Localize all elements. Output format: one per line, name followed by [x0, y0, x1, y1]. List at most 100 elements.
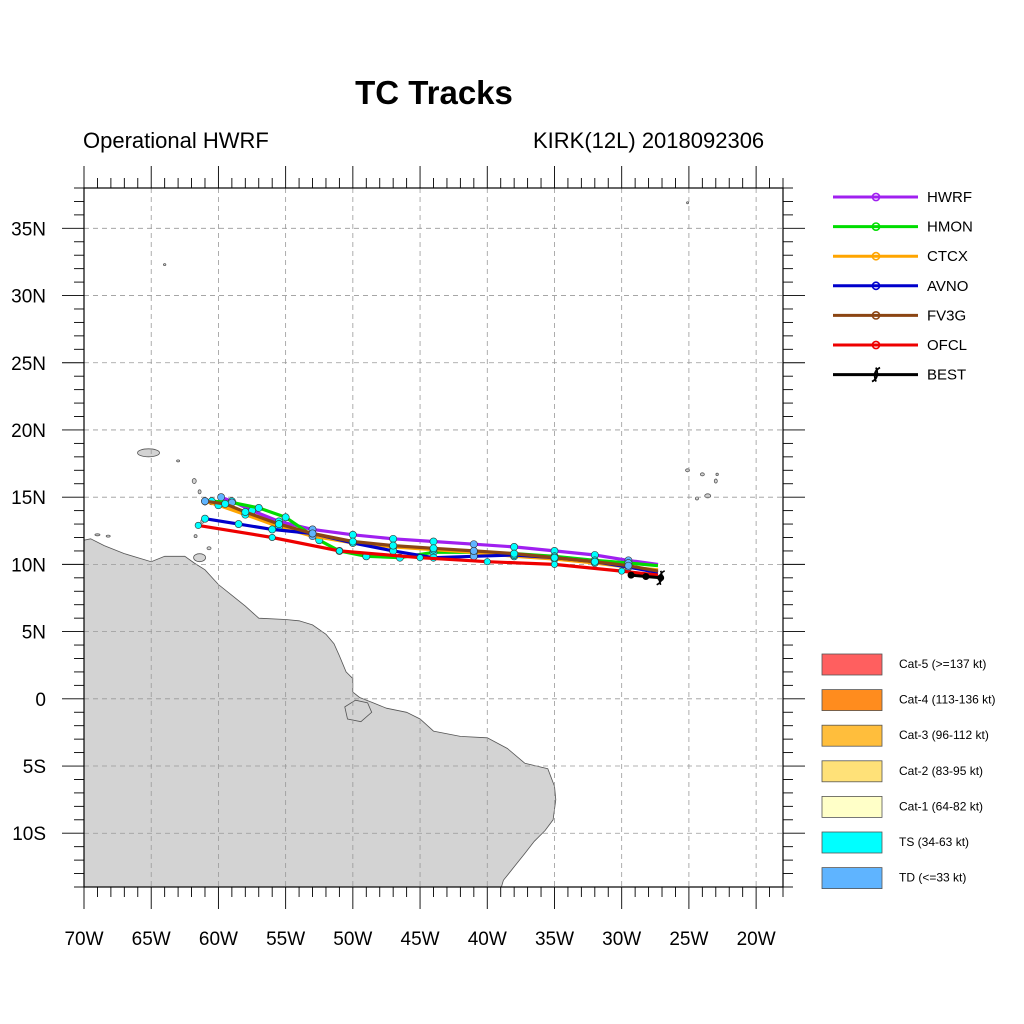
track-point — [483, 558, 491, 566]
y-tick-label: 25N — [11, 354, 46, 375]
category-item: Cat-3 (96-112 kt) — [821, 724, 989, 747]
x-tick-label: 20W — [737, 929, 776, 950]
legend-marker — [871, 251, 881, 261]
y-tick-label: 5N — [22, 623, 46, 644]
category-item: Cat-2 (83-95 kt) — [821, 760, 983, 783]
legend-label: CTCX — [927, 248, 968, 265]
track-point — [241, 508, 250, 516]
marajo-island — [344, 699, 373, 723]
category-item: Cat-4 (113-136 kt) — [821, 689, 996, 711]
track-point — [254, 504, 263, 512]
y-tick-label: 35N — [11, 219, 46, 240]
legend-item-hwrf: HWRF — [833, 189, 972, 206]
x-tick-label: 65W — [132, 929, 171, 950]
island-7 — [197, 489, 202, 495]
legend-item-hmon: HMON — [833, 219, 973, 236]
model-legend: HWRF HMON CTCX AVNO FV3G OFCL BEST — [833, 189, 973, 384]
y-tick-label: 30N — [11, 287, 46, 308]
category-label: TD (<=33 kt) — [899, 871, 966, 885]
category-label: Cat-2 (83-95 kt) — [899, 764, 983, 778]
track-line-hwrf — [220, 495, 659, 566]
legend-item-avno: AVNO — [833, 278, 968, 295]
legend-label: HMON — [927, 219, 973, 236]
category-item: Cat-1 (64-82 kt) — [821, 796, 983, 818]
y-tick-label: 5S — [23, 757, 46, 778]
track-point — [194, 521, 202, 529]
track-line-fv3g — [204, 499, 659, 573]
island-9 — [94, 533, 101, 537]
category-swatch — [821, 760, 883, 783]
island-3 — [193, 534, 198, 539]
track-point — [268, 533, 276, 541]
best-track-point — [627, 571, 635, 579]
x-tick-label: 45W — [401, 929, 440, 950]
y-tick-label: 10S — [12, 824, 46, 845]
category-swatch — [821, 724, 883, 747]
track-point — [389, 541, 398, 550]
y-tick-label: 10N — [11, 555, 46, 576]
track-point — [308, 529, 317, 538]
y-tick-label: 20N — [11, 421, 46, 442]
category-swatch — [821, 831, 883, 854]
x-tick-label: 60W — [199, 929, 238, 950]
track-point — [429, 537, 438, 546]
category-label: Cat-5 (>=137 kt) — [899, 657, 986, 671]
track-point — [335, 547, 343, 555]
track-point — [275, 520, 283, 528]
legend-label: FV3G — [927, 307, 966, 324]
category-swatch — [821, 689, 883, 711]
land-layer — [84, 201, 719, 887]
hurricane-symbol-icon — [656, 570, 666, 586]
track-point — [201, 497, 209, 506]
island-8 — [176, 459, 180, 463]
legend-label: HWRF — [927, 189, 972, 206]
legend-item-best: BEST — [833, 367, 966, 384]
y-tick-label: 0 — [35, 690, 46, 711]
track-point — [550, 553, 559, 562]
hurricane-symbol-icon — [871, 366, 881, 383]
island-0 — [137, 448, 160, 458]
track-point — [201, 514, 209, 523]
track-point — [416, 554, 424, 562]
track-point — [550, 560, 558, 568]
track-point — [217, 493, 226, 502]
track-point — [590, 557, 599, 566]
y-tick-label: 15N — [11, 488, 46, 509]
legend-item-ofcl: OFCL — [833, 337, 967, 354]
track-point — [510, 543, 519, 551]
track-point — [348, 537, 357, 546]
category-label: Cat-3 (96-112 kt) — [899, 728, 989, 742]
track-ofcl — [194, 521, 659, 577]
category-swatch — [821, 653, 883, 676]
x-tick-label: 40W — [468, 929, 507, 950]
island-12 — [699, 472, 705, 477]
track-point — [624, 561, 633, 570]
legend-item-ctcx: CTCX — [833, 248, 968, 265]
x-tick-label: 25W — [669, 929, 708, 950]
track-fv3g — [201, 497, 659, 573]
intensity-legend: Cat-5 (>=137 kt) Cat-4 (113-136 kt) Cat-3 … — [821, 653, 996, 889]
island-17 — [715, 472, 719, 476]
storm-id-subtitle: KIRK(12L) 2018092306 — [533, 128, 765, 153]
category-item: Cat-5 (>=137 kt) — [821, 653, 986, 676]
legend-marker — [871, 310, 881, 320]
island-10 — [105, 534, 111, 538]
category-label: Cat-1 (64-82 kt) — [899, 799, 983, 813]
legend-label: OFCL — [927, 337, 967, 354]
legend-marker — [871, 192, 881, 202]
legend-label: AVNO — [927, 278, 968, 295]
island-18 — [686, 201, 689, 205]
track-point — [510, 549, 519, 558]
track-layer — [194, 493, 666, 586]
track-best — [627, 570, 666, 586]
track-point — [469, 547, 478, 555]
x-tick-label: 70W — [64, 929, 103, 950]
chart-title: TC Tracks — [355, 74, 513, 111]
x-tick-label: 35W — [535, 929, 574, 950]
island-4 — [206, 546, 212, 551]
track-line-ofcl — [198, 523, 659, 577]
south-america-land — [84, 538, 557, 887]
category-item: TS (34-63 kt) — [821, 831, 969, 854]
model-subtitle: Operational HWRF — [83, 128, 269, 153]
